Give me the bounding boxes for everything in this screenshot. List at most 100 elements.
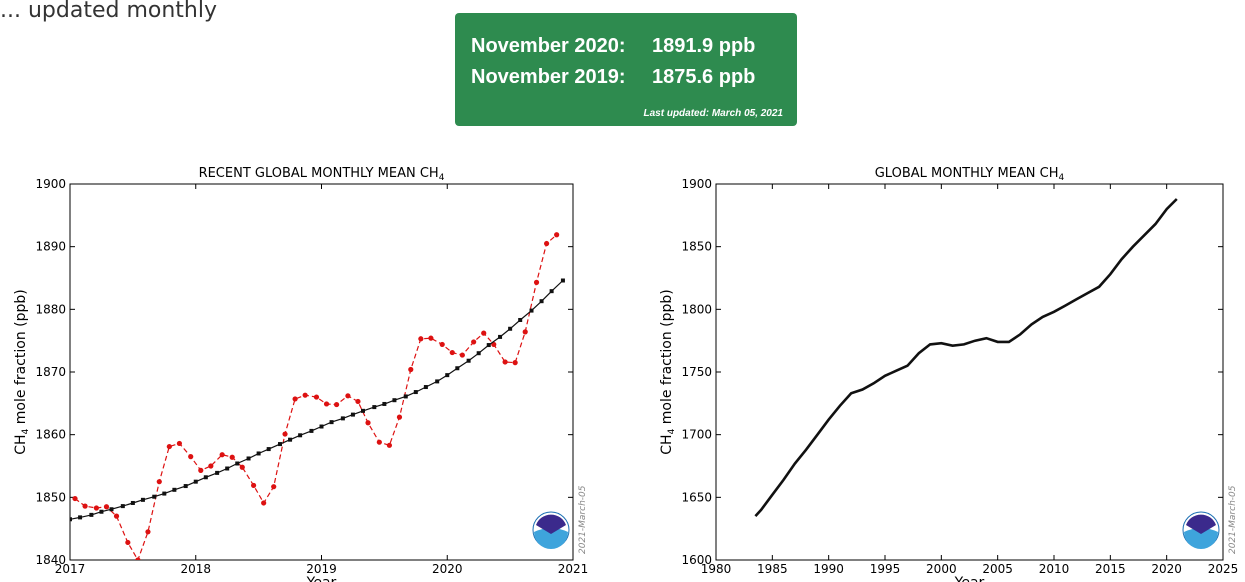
monthly-mean-point bbox=[261, 500, 267, 506]
y-tick-label: 1600 bbox=[681, 553, 712, 567]
current-month-value: 1891.9 ppb bbox=[652, 35, 756, 57]
y-tick-label: 1800 bbox=[681, 302, 712, 316]
chart-title-subscript: 4 bbox=[1059, 173, 1065, 183]
trend-point bbox=[403, 394, 408, 399]
monthly-mean-point bbox=[365, 420, 371, 426]
trend-line bbox=[754, 198, 1178, 517]
monthly-mean-point bbox=[533, 279, 540, 285]
x-tick-label: 1990 bbox=[813, 562, 844, 576]
trend-point bbox=[298, 433, 303, 438]
x-tick-label: 1980 bbox=[701, 562, 732, 576]
trend-point bbox=[162, 491, 167, 496]
monthly-mean-point bbox=[491, 341, 497, 348]
x-tick-label: 2020 bbox=[432, 562, 463, 576]
monthly-mean-point bbox=[512, 360, 518, 366]
x-tick-label: 2020 bbox=[1151, 562, 1182, 576]
trend-point bbox=[360, 408, 365, 413]
current-month-label: November 2020: bbox=[471, 35, 626, 57]
noaa-logo-bird bbox=[536, 514, 566, 534]
monthly-mean-point bbox=[176, 440, 183, 447]
plot-frame bbox=[715, 183, 1224, 561]
trend-point bbox=[329, 420, 334, 425]
monthly-mean-point bbox=[188, 454, 194, 460]
trend-point bbox=[549, 289, 554, 294]
trend-point bbox=[278, 442, 283, 447]
y-label-part: mole fraction (ppb) bbox=[13, 289, 29, 428]
trend-point bbox=[203, 475, 208, 480]
trend-point bbox=[445, 373, 450, 378]
monthly-mean-point bbox=[449, 349, 455, 356]
monthly-mean-point bbox=[72, 495, 78, 502]
x-tick-label: 2017 bbox=[55, 562, 86, 576]
trend-point bbox=[256, 451, 261, 456]
y-tick-label: 1850 bbox=[35, 490, 66, 504]
trend-point bbox=[309, 428, 314, 433]
plot-frame bbox=[69, 183, 574, 561]
trend-point bbox=[120, 504, 125, 509]
noaa-logo-water bbox=[534, 528, 568, 549]
monthly-mean-point bbox=[418, 336, 424, 342]
x-tick-label: 2015 bbox=[1095, 562, 1126, 576]
noaa-logo-icon bbox=[532, 511, 570, 549]
monthly-mean-point bbox=[459, 352, 465, 358]
trend-point bbox=[466, 358, 471, 363]
trend-point bbox=[560, 278, 565, 283]
y-label-subscript: 4 bbox=[667, 428, 677, 434]
trend-point bbox=[215, 470, 220, 475]
last-updated-text: Last updated: March 05, 2021 bbox=[643, 108, 784, 119]
monthly-mean-point bbox=[229, 454, 235, 460]
monthly-mean-point bbox=[481, 330, 487, 336]
monthly-mean-point bbox=[145, 529, 151, 535]
trend-point bbox=[508, 326, 513, 331]
noaa-logo-water bbox=[1184, 528, 1218, 549]
chart-title: GLOBAL MONTHLY MEAN CH4 bbox=[875, 166, 1065, 183]
trend-point bbox=[392, 398, 397, 403]
x-tick-label: 2000 bbox=[926, 562, 957, 576]
monthly-mean-point bbox=[355, 398, 361, 405]
trend-point bbox=[70, 517, 72, 522]
chart-title-text: GLOBAL MONTHLY MEAN CH bbox=[875, 166, 1059, 181]
monthly-mean-point bbox=[522, 329, 528, 335]
monthly-mean-point bbox=[323, 401, 330, 407]
intro-text-fragment: ... updated monthly bbox=[0, 0, 217, 23]
trend-point bbox=[518, 317, 523, 322]
trend-point bbox=[476, 351, 481, 356]
trend-point bbox=[423, 385, 428, 390]
x-tick-label: 2021 bbox=[558, 562, 589, 576]
trend-point bbox=[435, 379, 440, 384]
trend-point bbox=[498, 334, 503, 339]
monthly-mean-point bbox=[156, 479, 162, 485]
trend-point bbox=[193, 479, 198, 484]
trend-point bbox=[235, 461, 240, 466]
previous-year-label: November 2019: bbox=[471, 66, 626, 88]
monthly-mean-point bbox=[376, 439, 382, 445]
monthly-mean-point bbox=[554, 232, 560, 238]
monthly-mean-point bbox=[198, 467, 204, 473]
x-tick-label: 1995 bbox=[870, 562, 901, 576]
monthly-mean-point bbox=[103, 504, 110, 510]
monthly-mean-point bbox=[250, 482, 257, 489]
monthly-mean-point bbox=[219, 452, 225, 458]
trend-point bbox=[172, 487, 177, 492]
monthly-mean-point bbox=[302, 392, 308, 398]
y-label-subscript: 4 bbox=[21, 428, 31, 434]
trend-point bbox=[529, 308, 534, 313]
y-tick-label: 1650 bbox=[681, 490, 712, 504]
trend-point bbox=[246, 456, 251, 461]
trend-point bbox=[183, 484, 188, 489]
trend-point bbox=[266, 447, 271, 452]
monthly-mean-point bbox=[345, 393, 351, 399]
latest-values-banner: November 2020: 1891.9 ppb November 2019:… bbox=[455, 13, 797, 126]
y-label-part: CH bbox=[659, 434, 675, 454]
y-tick-label: 1870 bbox=[35, 365, 66, 379]
y-axis-label: CH4 mole fraction (ppb) bbox=[13, 289, 31, 454]
date-stamp: 2021-March-05 bbox=[578, 485, 588, 554]
x-tick-label: 1985 bbox=[757, 562, 788, 576]
monthly-mean-point bbox=[82, 503, 88, 509]
monthly-mean-point bbox=[292, 396, 298, 402]
monthly-mean-point bbox=[428, 335, 434, 341]
y-tick-label: 1890 bbox=[35, 240, 66, 254]
x-tick-label: 2005 bbox=[982, 562, 1013, 576]
